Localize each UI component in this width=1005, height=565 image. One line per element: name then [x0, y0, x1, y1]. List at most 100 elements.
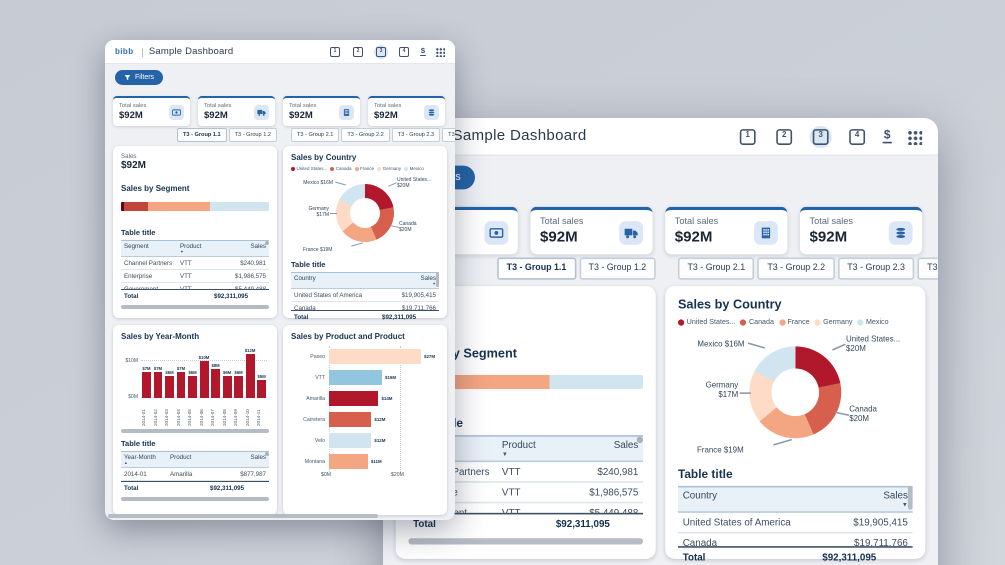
currency-icon[interactable]: $ [882, 129, 893, 144]
product-bar[interactable] [329, 433, 372, 448]
page-2-button[interactable]: 2 [353, 46, 363, 57]
filters-button[interactable]: Filters [115, 70, 164, 85]
kpi-text: Total sales $92M [675, 218, 718, 247]
table-scrollbar-thumb[interactable] [636, 436, 644, 444]
tab-t3-group-2-1[interactable]: T3 - Group 2.1 [291, 128, 340, 142]
page-3-button[interactable]: 3 [376, 46, 386, 57]
page-1-button[interactable]: 1 [739, 128, 756, 145]
donut-label-france: France $19M [303, 247, 333, 253]
bar-2014-09[interactable]: $6M [234, 354, 244, 398]
kpi-text: Total sales $92M [540, 218, 583, 247]
chart-horizontal-scrollbar[interactable] [121, 429, 269, 433]
legend-item[interactable]: France [778, 318, 810, 326]
column-header-product[interactable]: Product ▼ [180, 243, 214, 254]
column-header-sales[interactable]: Sales ▼ [822, 491, 908, 508]
kpi-text: Total sales $92M [810, 218, 853, 247]
dashboard-window-front: bibb | Sample Dashboard 1 2 3 4 $ Filter… [105, 40, 455, 520]
legend-item[interactable]: Canada [330, 166, 352, 171]
kpi-text: Total sales $92M [289, 103, 316, 121]
bar-2014-05[interactable]: $6M [188, 354, 197, 398]
coins-icon [888, 220, 913, 245]
tab-t3-group-2-3[interactable]: T3 - Group 2.3 [391, 128, 441, 142]
segment-stacked-bar[interactable] [121, 202, 269, 211]
bar-2014-04[interactable]: $7M [176, 354, 186, 398]
legend-item[interactable]: Mexico [857, 318, 889, 326]
column-header-country[interactable]: Country [294, 275, 316, 282]
product-bar[interactable] [329, 370, 382, 385]
grid-menu-icon[interactable] [435, 46, 445, 57]
bar-2014-01[interactable]: $7M [142, 354, 151, 398]
page-3-button[interactable]: 3 [812, 128, 829, 145]
table-total-row: Total $92,311,095 [121, 289, 269, 302]
page-4-button[interactable]: 4 [849, 128, 866, 145]
country-donut-chart[interactable] [749, 346, 842, 439]
table-horizontal-scrollbar[interactable] [121, 497, 269, 501]
kpi-text: Total sales $92M [204, 103, 231, 121]
bar-2014-10[interactable]: $12M [245, 348, 255, 398]
page-2-button[interactable]: 2 [776, 128, 793, 145]
bar-2014-07[interactable]: $8M [211, 354, 221, 398]
tab-t3-group-2-4[interactable]: T3 - Group 2.4 [442, 128, 455, 142]
kpi-value: $92M [204, 110, 228, 121]
column-header-sales[interactable]: Sales [250, 454, 266, 461]
tab-t3-group-1-1[interactable]: T3 - Group 1.1 [497, 257, 576, 280]
tab-t3-group-2-3[interactable]: T3 - Group 2.3 [837, 257, 915, 280]
tab-t3-group-1-1[interactable]: T3 - Group 1.1 [177, 128, 227, 142]
segment-bar-slice[interactable] [549, 374, 644, 390]
table-scrollbar-thumb[interactable] [907, 485, 913, 510]
legend-item[interactable]: Mexico [404, 166, 424, 171]
table-scrollbar-thumb[interactable] [265, 452, 269, 456]
grid-menu-icon[interactable] [906, 128, 923, 145]
legend-item[interactable]: France [354, 166, 374, 171]
segment-bar-slice[interactable] [147, 202, 210, 211]
legend-item[interactable]: Germany [814, 318, 852, 326]
tab-t3-group-2-1[interactable]: T3 - Group 2.1 [677, 257, 755, 280]
column-header-sales[interactable]: Sales [613, 439, 639, 451]
tab-t3-group-2-4[interactable]: T3 - Group 2.4 [917, 257, 938, 280]
gridline-0m [329, 346, 330, 472]
kpi-text: Total sales $92M [374, 103, 401, 121]
bar-2014-06[interactable]: $10M [199, 354, 209, 398]
column-header-sales[interactable]: Sales [250, 243, 266, 250]
country-donut-chart[interactable] [336, 184, 394, 242]
bar-2014-03[interactable]: $6M [165, 354, 174, 398]
bar-2014-08[interactable]: $6M [222, 354, 232, 398]
donut-connector [330, 213, 337, 214]
page-1-button[interactable]: 1 [330, 46, 340, 57]
table-scrollbar-thumb[interactable] [436, 272, 439, 287]
legend-item[interactable]: Canada [740, 318, 774, 326]
table-total-row: Total $92,311,095 [291, 310, 439, 323]
table-row: United States of America $19,905,415 [291, 289, 439, 302]
product-bar[interactable] [329, 412, 372, 427]
column-header-sales[interactable]: Sales ▼ [382, 275, 436, 286]
page-4-button[interactable]: 4 [399, 46, 409, 57]
kpi-label: Total sales [809, 217, 853, 228]
product-bar[interactable] [329, 454, 368, 469]
column-header-segment[interactable]: Segment [124, 243, 149, 250]
kpi-row: Total sales $92M Total sales $92M [395, 206, 923, 255]
column-header-yearmonth[interactable]: Year-Month ▲ [124, 454, 170, 465]
tab-t3-group-1-2[interactable]: T3 - Group 1.2 [579, 257, 656, 280]
tab-t3-group-2-2[interactable]: T3 - Group 2.2 [341, 128, 390, 142]
segment-bar-slice[interactable] [121, 202, 124, 211]
product-bar[interactable] [329, 349, 422, 364]
table-horizontal-scrollbar[interactable] [408, 538, 644, 545]
column-header-product[interactable]: Product ▼ [502, 440, 556, 457]
dashboard-horizontal-scrollbar[interactable] [108, 514, 378, 518]
segment-bar-slice[interactable] [123, 202, 148, 211]
segment-bar-slice[interactable] [209, 202, 269, 211]
column-header-country[interactable]: Country [682, 490, 718, 502]
bar-2014-11[interactable]: $5M [257, 354, 267, 398]
segment-bar-slice[interactable] [450, 374, 550, 390]
tab-t3-group-1-2[interactable]: T3 - Group 1.2 [228, 128, 277, 142]
legend-item[interactable]: United States... [677, 318, 735, 326]
legend-item[interactable]: Germany [377, 166, 401, 171]
column-header-product[interactable]: Product [170, 454, 192, 461]
tab-t3-group-2-2[interactable]: T3 - Group 2.2 [757, 257, 835, 280]
currency-icon[interactable]: $ [420, 47, 426, 57]
table-scrollbar-thumb[interactable] [265, 241, 269, 245]
product-bar[interactable] [329, 391, 379, 406]
table-horizontal-scrollbar[interactable] [121, 305, 269, 309]
bar-2014-02[interactable]: $7M [153, 354, 163, 398]
legend-item[interactable]: United States... [291, 166, 327, 171]
